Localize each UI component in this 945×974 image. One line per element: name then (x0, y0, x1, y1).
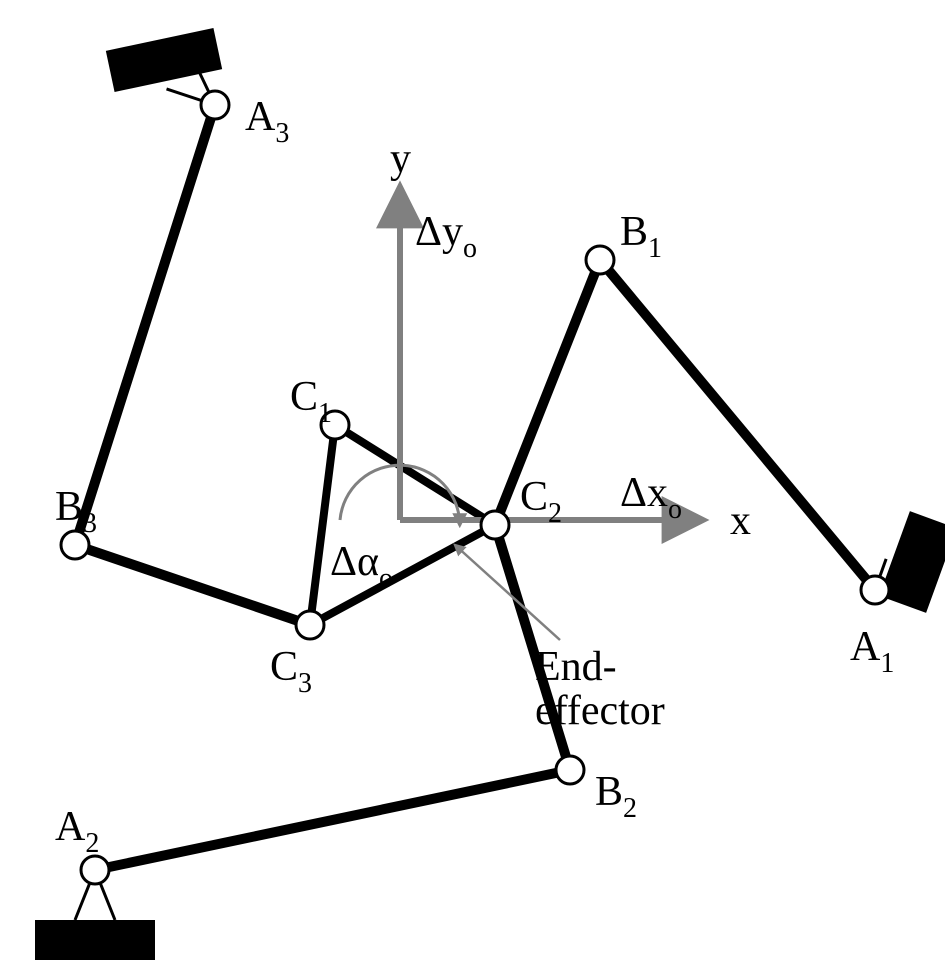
joint-A2 (81, 856, 109, 884)
axes-layer (340, 190, 700, 640)
ground-A2 (35, 920, 155, 960)
links-layer (75, 105, 875, 870)
link-B3-C3 (75, 545, 310, 625)
label-A3: A3 (245, 94, 289, 149)
label-A2: A2 (55, 804, 99, 859)
label-delta-x: Δxo (620, 470, 682, 525)
link-C3-C1 (310, 425, 335, 625)
label-x-axis: x (730, 498, 751, 544)
joint-A3 (201, 91, 229, 119)
ground-A1 (879, 511, 945, 613)
label-delta-alpha: Δαo (330, 539, 393, 594)
end-effector-label: End-effector (535, 644, 665, 734)
label-C3: C3 (270, 644, 312, 699)
link-C1-C2 (335, 425, 495, 525)
link-A2-B2 (95, 770, 570, 870)
label-y-axis: y (390, 136, 411, 182)
joint-B1 (586, 246, 614, 274)
grounds-layer (35, 28, 945, 960)
label-C1: C1 (290, 374, 332, 429)
label-B2: B2 (595, 769, 637, 824)
mechanism-diagram: A1A2A3B1B2B3C1C2C3xyΔxoΔyoΔαoEnd-effecto… (0, 0, 945, 974)
joint-A1 (861, 576, 889, 604)
label-delta-y: Δyo (415, 209, 477, 264)
label-A1: A1 (850, 624, 894, 679)
link-A3-B3 (75, 105, 215, 545)
joint-B2 (556, 756, 584, 784)
joint-C2 (481, 511, 509, 539)
label-B1: B1 (620, 209, 662, 264)
joint-C3 (296, 611, 324, 639)
